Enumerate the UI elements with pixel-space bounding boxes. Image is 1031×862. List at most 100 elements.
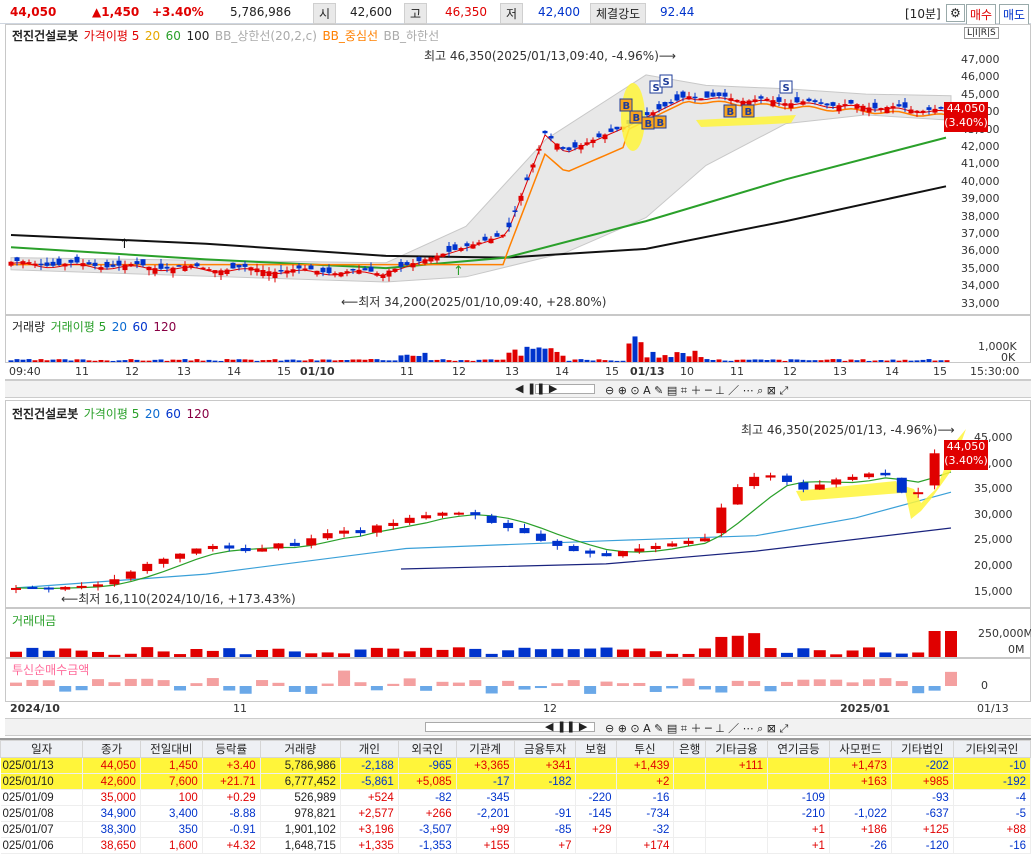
table-row[interactable]: 025/01/10 42,600 7,600 +21.71 6,777,452 -5,86… — [0, 773, 1031, 790]
table-row[interactable]: 025/01/07 38,300 350 -0.91 1,901,102 +3,196 -3… — [0, 821, 1031, 838]
signal-letter: B — [745, 107, 753, 118]
investor-trading-table[interactable]: 일자 종가 전일대비 등락률 거래량 개인 외국인 기관계 금융투자 보험 투신 은행 기타금융 연기금등… — [0, 738, 1031, 862]
trust-net-buy-bar — [682, 678, 695, 686]
candle-body — [62, 263, 68, 267]
gear-icon[interactable]: ⚙ — [946, 4, 965, 22]
daily-price-pane[interactable]: 전진건설로봇 가격이평 5 20 60 120 최고 46,350(2025/0… — [5, 400, 1031, 608]
volume-bar — [362, 359, 368, 362]
column-header[interactable]: 금융투자 — [513, 740, 577, 758]
trade-amount-bar — [813, 650, 826, 657]
column-header[interactable]: 기타법인 — [890, 740, 954, 758]
column-header[interactable]: 개인 — [339, 740, 399, 758]
trust-net-buy-bar — [108, 682, 121, 686]
candle-body — [662, 102, 668, 107]
candle-body — [740, 100, 746, 106]
candle-body — [86, 262, 92, 265]
table-cell: +524 — [340, 789, 399, 806]
column-header[interactable]: 기타외국인 — [952, 740, 1031, 758]
daily-candle-body — [863, 473, 874, 478]
column-header[interactable]: 보험 — [575, 740, 617, 758]
trade-amount-bar — [436, 649, 449, 657]
volume-bar — [506, 352, 512, 362]
candle-body — [746, 100, 752, 107]
column-header[interactable]: 등락률 — [201, 740, 261, 758]
volume-bar — [638, 342, 644, 362]
table-row[interactable]: 025/01/09 35,000 100 +0.29 526,989 +524 -82 -34… — [0, 789, 1031, 806]
sell-button[interactable]: 매도 — [999, 4, 1030, 25]
candle-body — [428, 257, 434, 262]
table-cell: +4.32 — [202, 837, 261, 854]
column-header[interactable]: 종가 — [82, 740, 141, 758]
trust-net-buy-pane[interactable]: 투신순매수금액 0 — [5, 658, 1031, 702]
table-row[interactable]: 025/01/06 38,650 1,600 +4.32 1,648,715 +1,335… — [0, 837, 1031, 854]
candle-body — [584, 142, 590, 145]
candle-body — [542, 130, 548, 134]
column-header[interactable]: 은행 — [673, 740, 707, 758]
table-row[interactable]: 025/01/13 44,050 1,450 +3.40 5,786,986 -2,188… — [0, 757, 1031, 774]
volume-bar — [56, 359, 62, 362]
trade-amount-bar — [387, 648, 400, 657]
intraday-price-pane[interactable]: 전진건설로봇 가격이평 5 20 60 100 BB_상한선(20,2,c) B… — [5, 24, 1031, 315]
candle-body — [194, 263, 200, 267]
candle-body — [374, 273, 380, 276]
chart1-ma20-label: 20 — [144, 29, 161, 43]
volume-bar — [566, 360, 572, 362]
daily-candle-body — [404, 517, 415, 523]
table-cell: 38,300 — [82, 821, 141, 838]
daily-ma120-line — [400, 527, 952, 570]
daily-price-tick: 30,000 — [974, 507, 1013, 521]
volume-bar — [146, 360, 152, 362]
interval-selector[interactable]: [10분] — [905, 7, 941, 21]
candle-body — [896, 104, 902, 107]
column-header[interactable]: 기관계 — [455, 740, 515, 758]
column-header[interactable]: 사모펀드 — [828, 740, 892, 758]
intraday-volume-pane[interactable]: 거래량 거래이평 5 20 60 120 1,000K 0K — [5, 315, 1031, 364]
trust-net-buy-bar — [764, 686, 777, 692]
table-cell: 6,777,452 — [260, 773, 341, 790]
trade-amount-bar — [764, 648, 777, 657]
trust-net-buy-bar — [830, 679, 843, 686]
chart2-nav-icons[interactable]: ◀ ❚❚ ▶ — [545, 720, 588, 733]
chart2-scrollbar[interactable] — [425, 722, 595, 732]
volume-bar — [98, 359, 104, 362]
table-cell: -192 — [953, 773, 1031, 790]
chart1-scrollbar[interactable] — [535, 384, 595, 394]
volume-bar — [404, 354, 410, 362]
column-header[interactable]: 전일대비 — [139, 740, 203, 758]
candle-body — [614, 126, 620, 130]
trust-net-buy-bar — [26, 679, 39, 686]
table-cell: +2,577 — [340, 805, 399, 822]
column-header[interactable]: 거래량 — [259, 740, 341, 758]
column-header[interactable]: 외국인 — [397, 740, 457, 758]
chart1-nav-icons[interactable]: ◀ ❚❚ ▶ — [515, 382, 558, 395]
signal-letter: B — [645, 119, 653, 130]
trade-amount-pane[interactable]: 거래대금 250,000M 0M — [5, 608, 1031, 658]
volume-bar — [374, 359, 380, 362]
chart2-zoom-icons[interactable]: ⊖ ⊕ ⊙ A ✎ ▤ ⌗ ＋ ─ ⊥ ／ ⋯ ⌕ ⊠ ⤢ — [605, 722, 789, 735]
buy-signal-icon — [723, 104, 737, 118]
trust-net-buy-bar — [272, 682, 285, 686]
volume-bar — [338, 360, 344, 362]
chart1-zoom-icons[interactable]: ⊖ ⊕ ⊙ A ✎ ▤ ⌗ ＋ ─ ⊥ ／ ⋯ ⌕ ⊠ ⤢ — [605, 384, 789, 397]
table-row[interactable]: 025/01/08 34,900 3,400 -8.88 978,821 +2,577 +2… — [0, 805, 1031, 822]
volume-bar — [512, 349, 518, 362]
column-header[interactable]: 일자 — [0, 740, 84, 758]
column-header[interactable]: 투신 — [615, 740, 675, 758]
column-header[interactable]: 연기금등 — [767, 740, 830, 758]
candle-body — [338, 272, 344, 277]
table-cell: -0.91 — [202, 821, 261, 838]
chart1-scale-toggle[interactable]: L|I|R|S — [964, 27, 999, 39]
table-cell: +186 — [829, 821, 892, 838]
table-cell: 025/01/13 — [0, 757, 84, 774]
low-value: 42,400 — [538, 5, 580, 19]
volume-bar — [602, 360, 608, 362]
volume-bar — [782, 360, 788, 362]
table-cell: 34,900 — [82, 805, 141, 822]
volume-bar — [230, 359, 236, 362]
buy-button[interactable]: 매수 — [966, 4, 997, 25]
chart2-last-price: 44,050 — [946, 440, 986, 453]
volume-bar — [32, 360, 38, 362]
candle-body — [806, 98, 812, 102]
daily-candle-body — [617, 551, 628, 557]
column-header[interactable]: 기타금융 — [705, 740, 769, 758]
